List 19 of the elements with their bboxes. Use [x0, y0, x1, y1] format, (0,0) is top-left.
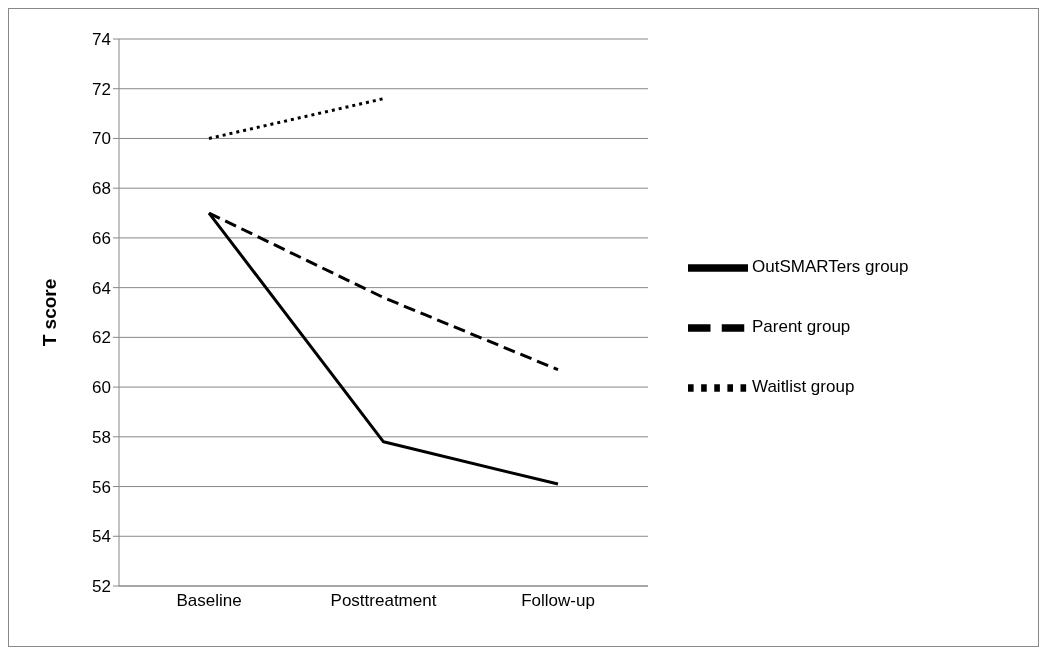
y-tick-label: 64: [92, 278, 111, 298]
y-axis-title: T score: [38, 278, 60, 347]
y-tick-label: 56: [92, 477, 111, 497]
y-tick-label: 62: [92, 328, 111, 348]
y-tick-label: 68: [92, 179, 111, 199]
y-tick-label: 66: [92, 228, 111, 248]
legend-label: Parent group: [752, 316, 851, 336]
legend-label: Waitlist group: [752, 376, 855, 396]
y-tick-label: 60: [92, 378, 111, 398]
y-tick-label: 74: [92, 30, 111, 50]
x-tick-label: Follow-up: [521, 591, 595, 611]
y-tick-label: 72: [92, 79, 111, 99]
y-tick-label: 58: [92, 427, 111, 447]
y-tick-label: 54: [92, 527, 111, 547]
x-tick-label: Posttreatment: [330, 591, 437, 611]
y-tick-label: 70: [92, 129, 111, 149]
legend-label: OutSMARTers group: [752, 256, 909, 276]
x-tick-label: Baseline: [176, 591, 242, 611]
y-tick-label: 52: [92, 577, 111, 597]
